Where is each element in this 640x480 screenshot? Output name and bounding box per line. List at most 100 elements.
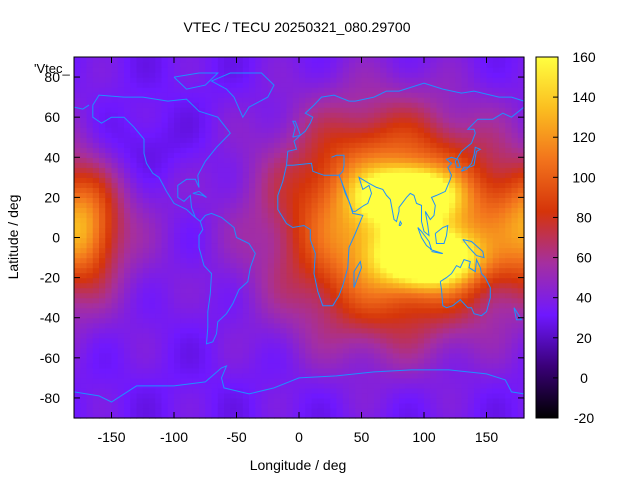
heatmap-cell xyxy=(392,172,400,178)
heatmap-cell xyxy=(286,272,294,279)
heatmap-cell xyxy=(386,112,394,118)
heatmap-cell xyxy=(236,217,244,224)
heatmap-cell xyxy=(74,297,81,304)
heatmap-cell xyxy=(192,92,200,98)
heatmap-cell xyxy=(411,92,419,98)
heatmap-cell xyxy=(511,297,519,304)
heatmap-cell xyxy=(380,207,388,214)
heatmap-cell xyxy=(105,277,113,284)
heatmap-cell xyxy=(280,147,288,153)
heatmap-cell xyxy=(505,352,513,359)
heatmap-cell xyxy=(467,222,475,229)
heatmap-cell xyxy=(130,217,138,224)
heatmap-cell xyxy=(474,107,481,113)
heatmap-cell xyxy=(299,242,306,249)
heatmap-cell xyxy=(86,352,94,359)
heatmap-cell xyxy=(255,192,263,198)
heatmap-cell xyxy=(436,257,444,264)
heatmap-cell xyxy=(292,217,300,224)
heatmap-cell xyxy=(342,297,350,304)
heatmap-cell xyxy=(105,67,113,73)
heatmap-cell xyxy=(217,377,225,384)
heatmap-cell xyxy=(86,197,94,204)
heatmap-cell xyxy=(430,197,438,204)
heatmap-cell xyxy=(167,227,175,234)
heatmap-cell xyxy=(324,272,331,279)
heatmap-cell xyxy=(236,77,244,83)
heatmap-cell xyxy=(392,237,400,244)
heatmap-cell xyxy=(280,197,288,204)
heatmap-cell xyxy=(436,177,444,183)
heatmap-cell xyxy=(449,72,456,78)
heatmap-cell xyxy=(374,257,381,264)
heatmap-cell xyxy=(480,187,488,193)
heatmap-cell xyxy=(186,357,194,364)
heatmap-cell xyxy=(380,382,388,389)
heatmap-cell xyxy=(174,312,181,319)
heatmap-cell xyxy=(180,322,188,329)
heatmap-cell xyxy=(449,342,456,349)
heatmap-cell xyxy=(192,337,200,344)
heatmap-cell xyxy=(386,257,394,264)
heatmap-cell xyxy=(317,322,325,329)
heatmap-cell xyxy=(236,187,244,193)
heatmap-cell xyxy=(324,72,331,78)
heatmap-cell xyxy=(492,242,500,249)
heatmap-cell xyxy=(211,282,219,289)
heatmap-cell xyxy=(474,307,481,314)
heatmap-cell xyxy=(280,402,288,409)
heatmap-cell xyxy=(161,87,169,93)
heatmap-cell xyxy=(292,337,300,344)
heatmap-cell xyxy=(280,167,288,173)
heatmap-cell xyxy=(355,322,363,329)
heatmap-cell xyxy=(367,107,375,113)
heatmap-cell xyxy=(199,117,206,123)
heatmap-cell xyxy=(486,307,494,314)
heatmap-cell xyxy=(74,267,81,274)
heatmap-cell xyxy=(236,227,244,234)
heatmap-cell xyxy=(399,347,406,354)
heatmap-cell xyxy=(286,277,294,284)
heatmap-cell xyxy=(324,262,331,269)
heatmap-cell xyxy=(249,382,256,389)
heatmap-cell xyxy=(374,312,381,319)
heatmap-cell xyxy=(217,367,225,374)
heatmap-cell xyxy=(299,372,306,379)
heatmap-cell xyxy=(261,247,269,254)
heatmap-cell xyxy=(386,102,394,108)
heatmap-cell xyxy=(99,232,106,239)
heatmap-cell xyxy=(367,372,375,379)
heatmap-cell xyxy=(492,117,500,123)
heatmap-cell xyxy=(117,342,125,349)
heatmap-cell xyxy=(211,367,219,374)
heatmap-cell xyxy=(224,347,231,354)
heatmap-cell xyxy=(436,382,444,389)
heatmap-cell xyxy=(130,92,138,98)
heatmap-cell xyxy=(80,212,88,219)
heatmap-cell xyxy=(124,197,131,204)
heatmap-cell xyxy=(492,292,500,299)
heatmap-cell xyxy=(449,117,456,123)
heatmap-cell xyxy=(361,412,369,419)
heatmap-cell xyxy=(342,392,350,399)
heatmap-cell xyxy=(317,347,325,354)
heatmap-cell xyxy=(480,237,488,244)
heatmap-cell xyxy=(392,277,400,284)
heatmap-cell xyxy=(349,167,356,173)
heatmap-cell xyxy=(205,207,213,214)
heatmap-cell xyxy=(492,387,500,394)
heatmap-cell xyxy=(242,172,250,178)
heatmap-cell xyxy=(305,137,313,143)
heatmap-cell xyxy=(461,357,469,364)
heatmap-cell xyxy=(392,247,400,254)
heatmap-cell xyxy=(255,377,263,384)
heatmap-cell xyxy=(361,332,369,339)
heatmap-cell xyxy=(442,257,450,264)
heatmap-cell xyxy=(392,382,400,389)
heatmap-cell xyxy=(492,177,500,183)
heatmap-cell xyxy=(261,77,269,83)
heatmap-cell xyxy=(111,407,119,414)
heatmap-cell xyxy=(505,407,513,414)
heatmap-cell xyxy=(442,307,450,314)
heatmap-cell xyxy=(261,307,269,314)
